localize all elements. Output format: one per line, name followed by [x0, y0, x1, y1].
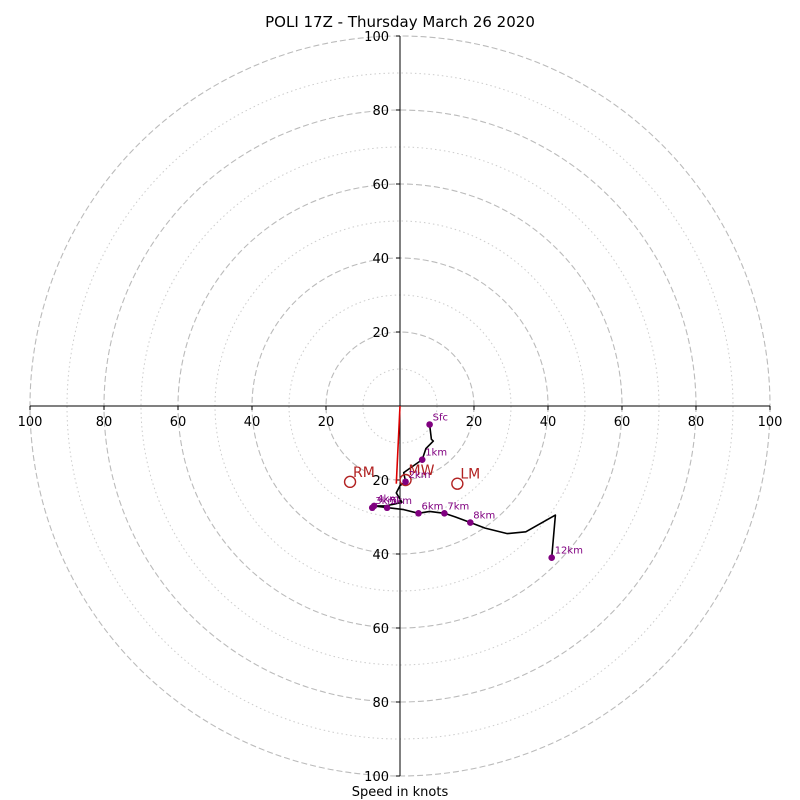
x-tick-label: 20: [318, 415, 335, 430]
x-tick-label: 60: [170, 415, 187, 430]
height-point: [402, 478, 409, 486]
x-tick-label: 80: [688, 415, 705, 430]
storm-motion-mw-label: MW: [409, 463, 435, 479]
height-point: [426, 421, 433, 428]
storm-motion-markers: RM MW LM: [343, 463, 480, 490]
x-tick-label: 100: [18, 415, 43, 430]
height-point-label: 12km: [555, 546, 583, 557]
storm-motion-rm-marker: [343, 475, 357, 489]
x-axis-label: Speed in knots: [352, 785, 449, 800]
height-point-label: 3km: [375, 496, 397, 507]
x-tick-label: 100: [758, 415, 783, 430]
height-point-label: 2km: [409, 470, 431, 481]
x-tick-label: 40: [540, 415, 557, 430]
height-point-label: 6km: [422, 501, 444, 512]
storm-motion-rm-label: RM: [353, 465, 375, 481]
shear-vector-line: [395, 405, 401, 484]
height-point-label: 5km: [390, 496, 412, 507]
x-tick-label: 40: [244, 415, 261, 430]
x-tick-label: 60: [614, 415, 631, 430]
x-tick-label: 80: [96, 415, 113, 430]
height-point-label: 7km: [447, 501, 469, 512]
chart-title: POLI 17Z - Thursday March 26 2020: [265, 13, 535, 31]
storm-motion-mw-marker: [399, 473, 412, 487]
y-tick-label: 40: [372, 252, 389, 267]
height-point: [467, 519, 474, 526]
shear-vector: [395, 405, 401, 484]
height-point-label: 4km: [377, 494, 399, 505]
height-point: [441, 510, 448, 517]
y-tick-label: 60: [372, 622, 389, 637]
x-tick-label: 20: [466, 415, 483, 430]
height-point: [415, 510, 422, 517]
storm-motion-lm-label: LM: [460, 467, 480, 483]
height-point: [383, 504, 391, 512]
y-tick-label: 80: [372, 696, 389, 711]
tick-labels: 100 80 60 40 20 20 40 60 80 100 100 80 60 40 20 20 40 60 8…: [18, 30, 783, 785]
height-point: [370, 502, 378, 510]
height-point: [548, 554, 555, 561]
y-tick-label: 20: [372, 326, 389, 341]
height-point: [418, 456, 426, 463]
storm-motion-lm-marker: [451, 477, 464, 490]
height-point-label: Sfc: [433, 413, 448, 424]
y-tick-label: 100: [364, 770, 389, 785]
height-point-label: 1km: [425, 448, 447, 459]
y-tick-label: 80: [372, 104, 389, 119]
y-tick-label: 60: [372, 178, 389, 193]
y-tick-label: 20: [372, 474, 389, 489]
y-tick-label: 100: [364, 30, 389, 45]
height-point-label: 8km: [473, 511, 495, 522]
y-tick-label: 40: [372, 548, 389, 563]
